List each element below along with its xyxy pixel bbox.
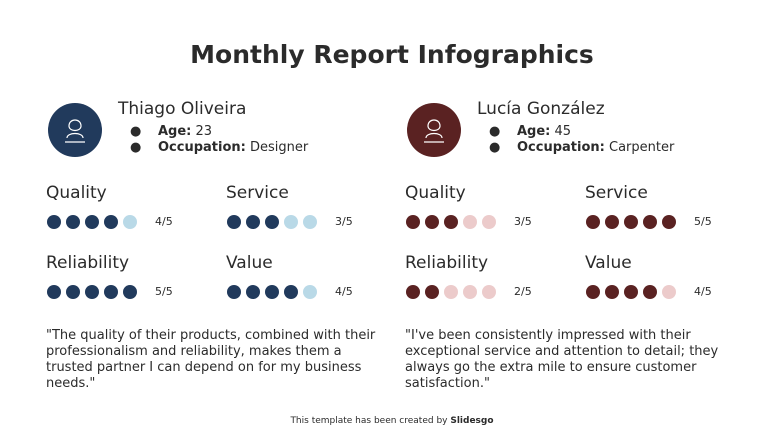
dot-filled	[47, 285, 61, 299]
dot-empty	[662, 285, 676, 299]
quote: "The quality of their products, combined…	[46, 328, 376, 391]
detail-label: Age:	[517, 124, 551, 139]
rating-label: Reliability	[46, 253, 130, 273]
rating-score: 5/5	[694, 215, 712, 228]
dot-filled	[85, 215, 99, 229]
dot-filled	[265, 215, 279, 229]
avatar	[48, 103, 102, 157]
dot-filled	[123, 285, 137, 299]
bullet: ●	[489, 140, 501, 155]
dot-filled	[586, 215, 600, 229]
rating-label: Reliability	[405, 253, 489, 273]
rating-dots	[227, 215, 317, 229]
dot-filled	[624, 285, 638, 299]
detail-label: Occupation:	[158, 140, 246, 155]
dot-empty	[482, 215, 496, 229]
detail: ● Age: 45	[489, 124, 571, 139]
detail: ● Age: 23	[130, 124, 212, 139]
dot-filled	[643, 285, 657, 299]
rating-dots	[586, 285, 676, 299]
dot-filled	[586, 285, 600, 299]
dot-filled	[643, 215, 657, 229]
dot-filled	[66, 285, 80, 299]
title: Monthly Report Infographics	[190, 40, 594, 69]
rating-score: 4/5	[335, 285, 353, 298]
rating-score: 2/5	[514, 285, 532, 298]
detail-value: Designer	[250, 140, 309, 155]
rating-label: Quality	[405, 183, 466, 203]
dot-empty	[284, 215, 298, 229]
dot-filled	[624, 215, 638, 229]
footer-brand: Slidesgo	[450, 416, 494, 426]
detail-label: Occupation:	[517, 140, 605, 155]
footer: This template has been created by Slides…	[0, 416, 784, 426]
dot-filled	[66, 215, 80, 229]
detail-label: Age:	[158, 124, 192, 139]
dot-filled	[104, 215, 118, 229]
rating-dots	[227, 285, 317, 299]
rating-label: Service	[226, 183, 289, 203]
avatar	[407, 103, 461, 157]
dot-filled	[605, 215, 619, 229]
dot-filled	[406, 285, 420, 299]
dot-filled	[265, 285, 279, 299]
dot-filled	[284, 285, 298, 299]
rating-score: 3/5	[335, 215, 353, 228]
rating-score: 3/5	[514, 215, 532, 228]
dot-filled	[227, 215, 241, 229]
rating-score: 4/5	[155, 215, 173, 228]
dot-empty	[303, 285, 317, 299]
dot-filled	[425, 215, 439, 229]
detail-value: 45	[554, 124, 572, 139]
bullet: ●	[489, 124, 501, 139]
detail: ● Occupation: Carpenter	[489, 140, 674, 155]
dot-filled	[246, 285, 260, 299]
dot-filled	[406, 215, 420, 229]
dot-filled	[662, 215, 676, 229]
footer-text: This template has been created by	[290, 416, 448, 426]
person-name: Lucía González	[477, 99, 605, 119]
rating-score: 4/5	[694, 285, 712, 298]
dot-filled	[85, 285, 99, 299]
dot-empty	[444, 285, 458, 299]
bullet: ●	[130, 140, 142, 155]
avatar-icon	[65, 119, 85, 143]
dot-empty	[303, 215, 317, 229]
rating-label: Value	[585, 253, 632, 273]
rating-label: Quality	[46, 183, 107, 203]
dot-empty	[463, 215, 477, 229]
dot-empty	[463, 285, 477, 299]
rating-label: Service	[585, 183, 648, 203]
detail-value: 23	[195, 124, 213, 139]
bullet: ●	[130, 124, 142, 139]
quote: "I've been consistently impressed with t…	[405, 328, 719, 391]
rating-dots	[47, 215, 137, 229]
dot-empty	[123, 215, 137, 229]
dot-filled	[605, 285, 619, 299]
dot-filled	[104, 285, 118, 299]
dot-filled	[425, 285, 439, 299]
dot-filled	[47, 215, 61, 229]
dot-empty	[482, 285, 496, 299]
dot-filled	[444, 215, 458, 229]
person-name: Thiago Oliveira	[118, 99, 247, 119]
rating-dots	[586, 215, 676, 229]
detail: ● Occupation: Designer	[130, 140, 308, 155]
rating-dots	[406, 215, 496, 229]
avatar-icon	[424, 119, 444, 143]
rating-score: 5/5	[155, 285, 173, 298]
rating-dots	[406, 285, 496, 299]
rating-dots	[47, 285, 137, 299]
detail-value: Carpenter	[609, 140, 675, 155]
dot-filled	[246, 215, 260, 229]
dot-filled	[227, 285, 241, 299]
rating-label: Value	[226, 253, 273, 273]
